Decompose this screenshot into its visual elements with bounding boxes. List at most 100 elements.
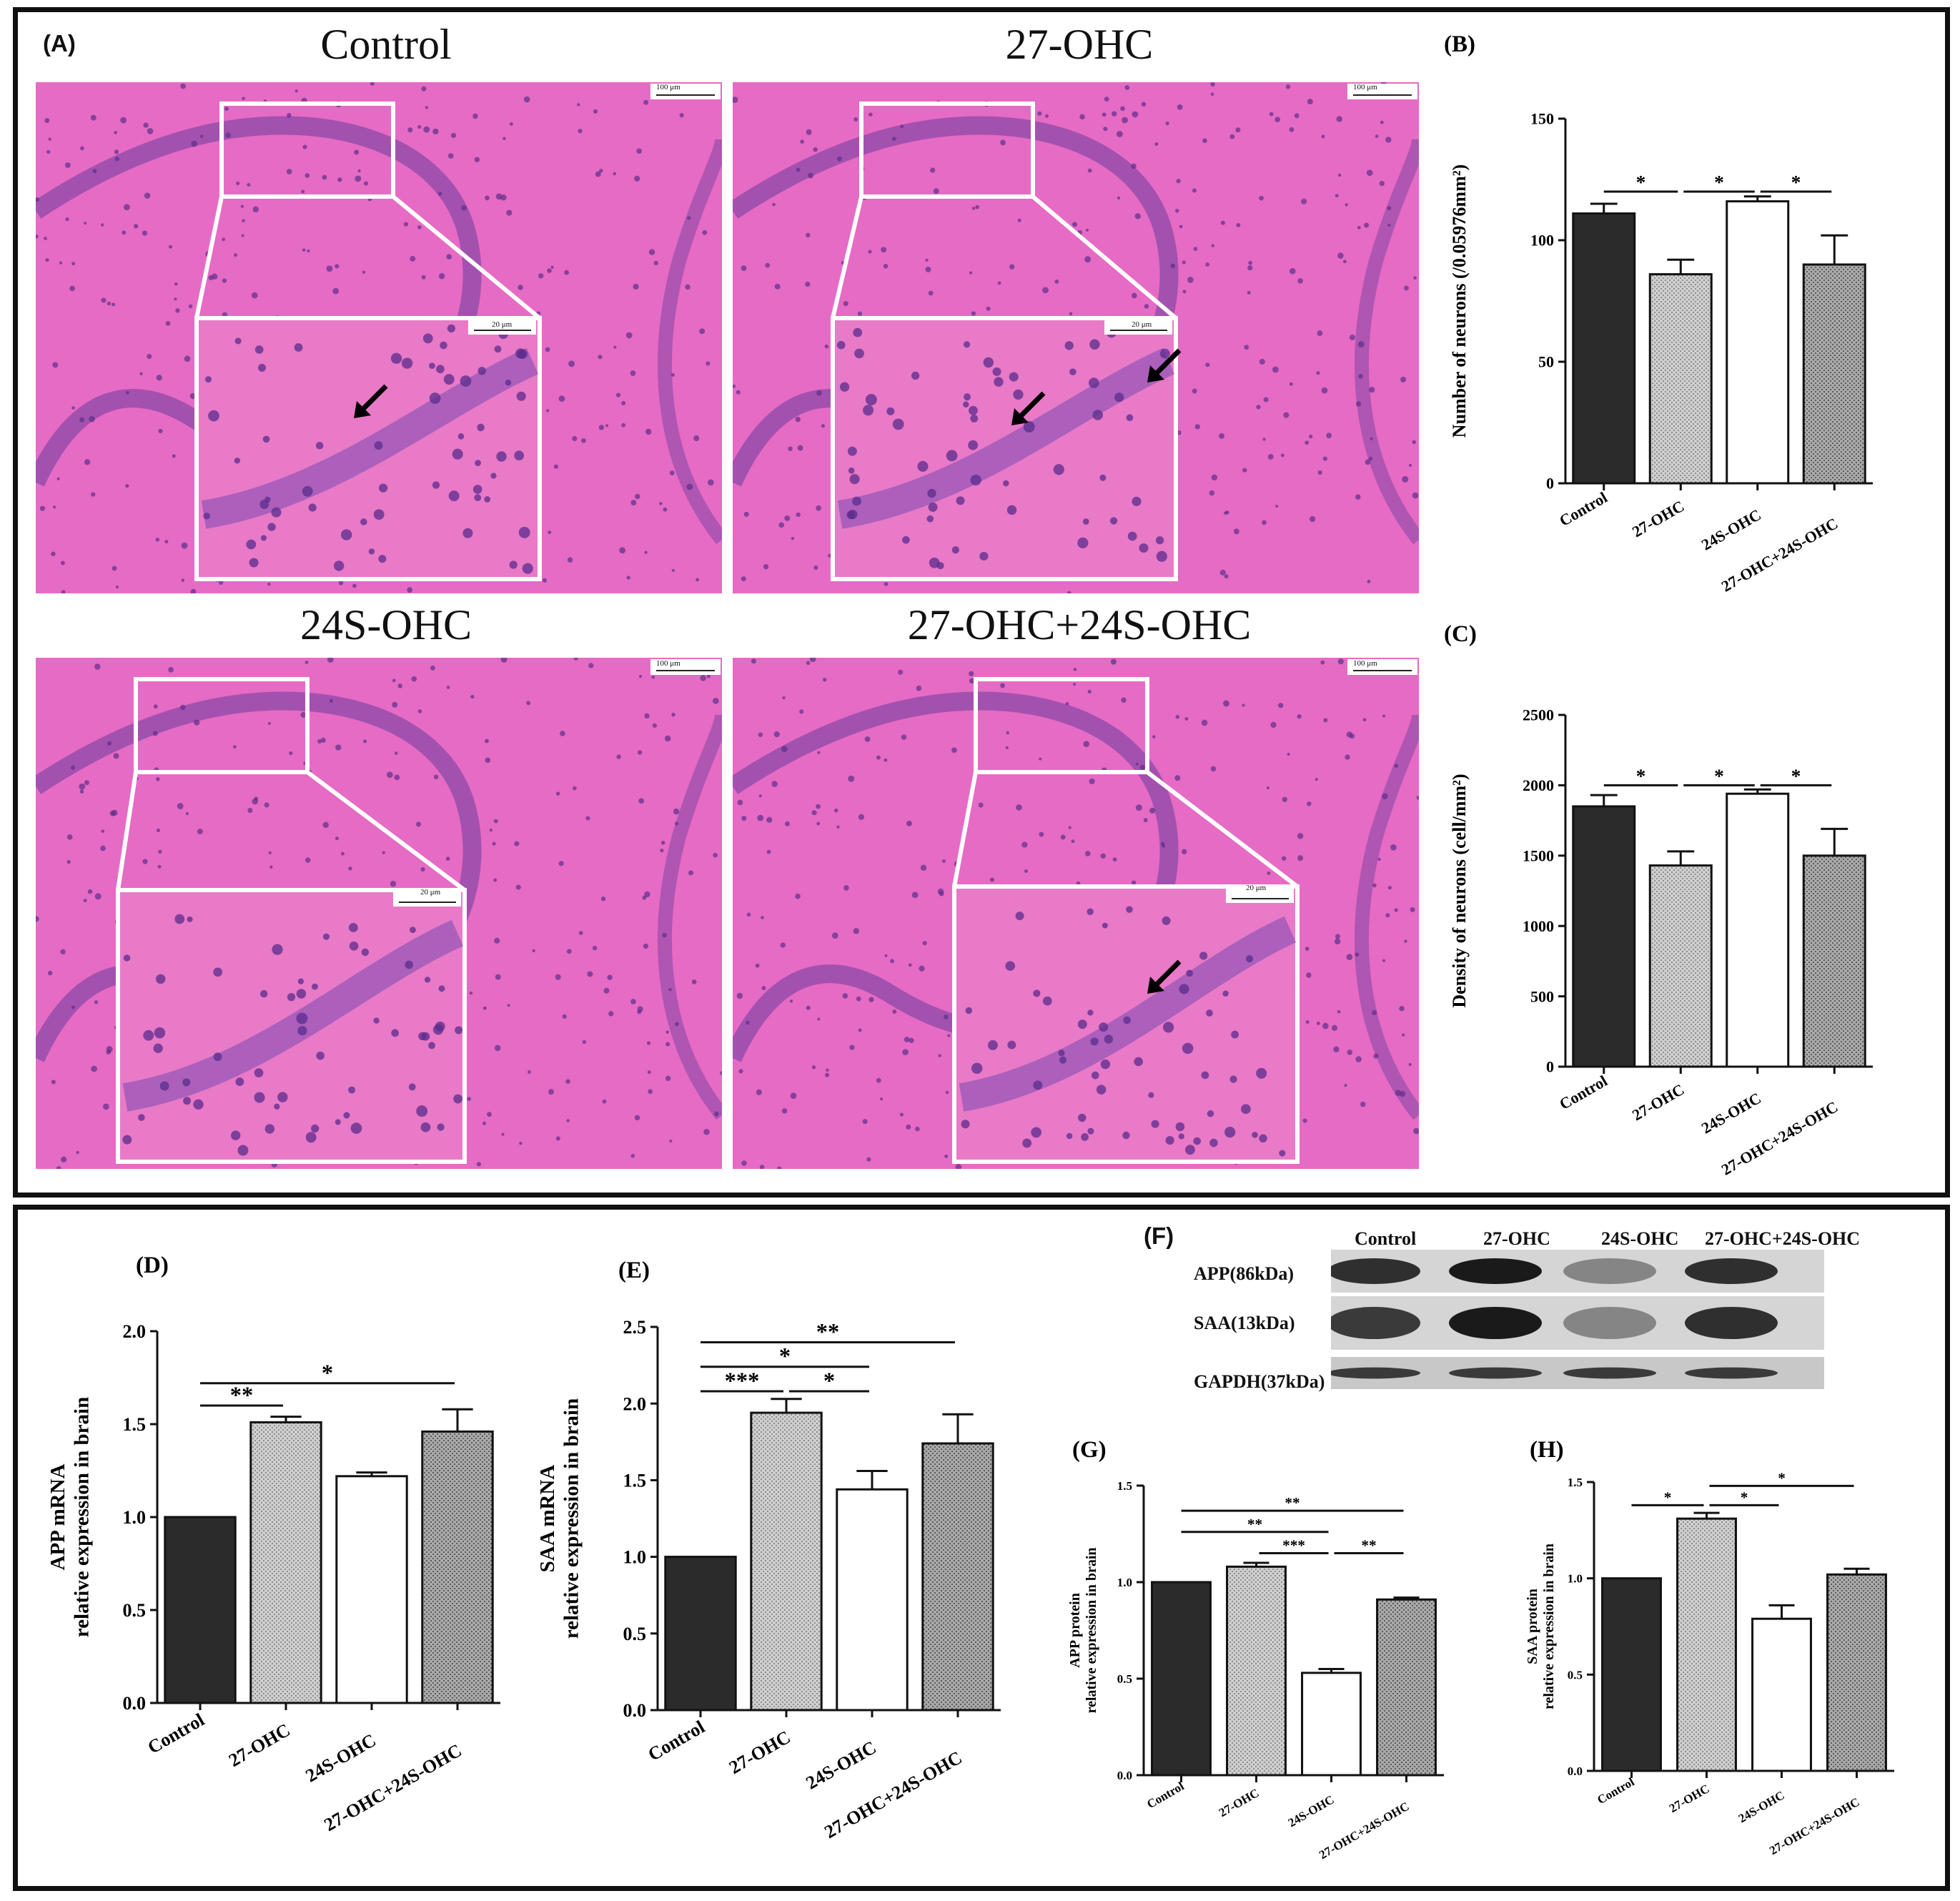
cell-nucleus	[394, 774, 400, 781]
inset-nucleus	[1092, 410, 1103, 420]
inset-nucleus	[852, 496, 861, 506]
inset-nucleus	[432, 481, 440, 489]
cell-nucleus	[446, 686, 450, 689]
cell-nucleus	[1373, 1053, 1379, 1059]
cell-nucleus	[332, 287, 340, 295]
inset-nucleus	[1252, 1132, 1258, 1138]
cell-nucleus	[1333, 1046, 1340, 1052]
cell-nucleus	[1404, 285, 1409, 291]
inset-nucleus	[1007, 1040, 1016, 1050]
inset-nucleus	[1207, 1110, 1214, 1117]
cell-nucleus	[188, 304, 193, 309]
cell-nucleus	[189, 392, 197, 400]
inset-nucleus	[447, 324, 456, 333]
cell-nucleus	[816, 804, 821, 809]
x-tick-label: 24S-OHC	[1736, 1788, 1787, 1825]
inset-nucleus	[1134, 1057, 1143, 1067]
cell-nucleus	[891, 137, 896, 141]
bar-24s-ohc	[335, 1475, 408, 1704]
inset-nucleus	[208, 410, 219, 422]
cell-nucleus	[64, 162, 71, 168]
cell-nucleus	[1223, 700, 1229, 707]
zoom-box	[134, 677, 310, 774]
cell-nucleus	[174, 282, 178, 286]
cell-nucleus	[1337, 1009, 1341, 1014]
cell-nucleus	[123, 204, 130, 211]
cell-nucleus	[866, 1157, 871, 1162]
y-tick-label: 1.5	[1117, 1479, 1132, 1493]
cell-nucleus	[567, 557, 573, 563]
cell-nucleus	[669, 1140, 673, 1143]
cell-nucleus	[915, 1126, 920, 1132]
inset-nucleus	[1193, 1137, 1202, 1145]
inset-nucleus	[360, 518, 367, 525]
cell-nucleus	[671, 568, 675, 573]
blot-band	[1331, 1367, 1420, 1379]
inset-nucleus	[1059, 1056, 1067, 1064]
inset-nucleus	[1259, 1134, 1267, 1143]
cell-nucleus	[550, 265, 554, 269]
inset-nucleus	[343, 1112, 350, 1119]
cell-nucleus	[1362, 718, 1367, 722]
cell-nucleus	[765, 262, 771, 268]
cell-nucleus	[1294, 113, 1300, 119]
cell-nucleus	[300, 711, 307, 718]
cell-nucleus	[909, 1037, 914, 1044]
cell-nucleus	[1110, 658, 1117, 665]
cell-nucleus	[44, 237, 47, 240]
cell-nucleus	[1275, 505, 1279, 508]
cell-nucleus	[619, 547, 626, 554]
cell-nucleus	[598, 355, 603, 360]
y-tick-label: 500	[1530, 987, 1554, 1005]
cell-nucleus	[633, 283, 639, 290]
arrow-icon	[1147, 977, 1164, 994]
cell-nucleus	[1334, 938, 1341, 944]
chart-h: 0.0 0.5 1.0 1.5 Control 27-OHC 24S-OHC27-OHC+2…	[1525, 1437, 1894, 1857]
chart-c: 0 500 1000 1500 2000 2500 Control 27-OHC 24S-OHC…	[1444, 621, 1873, 1179]
cell-nucleus	[780, 942, 786, 948]
inset-nucleus	[213, 967, 223, 977]
cell-nucleus	[515, 884, 521, 890]
cell-nucleus	[880, 1097, 884, 1101]
cell-nucleus	[1149, 807, 1156, 814]
inset-nucleus	[1139, 543, 1149, 553]
inset-nucleus	[1182, 1042, 1194, 1055]
inset-nucleus	[1006, 505, 1017, 515]
bar-24s-ohc	[1726, 200, 1790, 485]
significance-mark: ***	[725, 1368, 760, 1394]
cell-nucleus	[337, 177, 342, 182]
cell-nucleus	[1021, 841, 1028, 848]
cell-nucleus	[1139, 764, 1145, 770]
inset-nucleus	[296, 1012, 308, 1024]
inset-nucleus	[455, 1026, 463, 1035]
cell-nucleus	[469, 991, 473, 995]
inset-nucleus	[187, 916, 193, 922]
cell-nucleus	[816, 505, 821, 511]
y-axis-label-secondary: relative expression in brain	[70, 1397, 93, 1637]
inset-cell-layer	[959, 916, 1297, 1112]
inset-nucleus	[1256, 1067, 1267, 1079]
cell-nucleus	[39, 505, 46, 511]
cell-nucleus	[969, 271, 973, 275]
cell-nucleus	[493, 878, 498, 882]
bar-control	[1572, 212, 1636, 485]
inset-nucleus	[373, 509, 385, 520]
bar-27-ohc	[1226, 1565, 1287, 1777]
cell-nucleus	[637, 750, 643, 755]
cell-nucleus	[1244, 345, 1249, 350]
cell-nucleus	[916, 685, 922, 691]
cell-nucleus	[928, 290, 934, 296]
cell-nucleus	[660, 840, 665, 845]
inset-nucleus	[1087, 1127, 1094, 1135]
inset-nucleus	[1096, 1085, 1107, 1095]
cell-nucleus	[1275, 117, 1281, 122]
cell-nucleus	[1412, 492, 1419, 499]
inset-nucleus	[837, 340, 846, 350]
cell-nucleus	[675, 821, 679, 826]
cell-nucleus	[853, 928, 860, 934]
cell-nucleus	[975, 204, 980, 209]
cell-nucleus	[797, 445, 803, 451]
inset-nucleus	[1009, 372, 1019, 382]
cell-nucleus	[120, 117, 127, 124]
inset-nucleus	[1155, 536, 1164, 545]
